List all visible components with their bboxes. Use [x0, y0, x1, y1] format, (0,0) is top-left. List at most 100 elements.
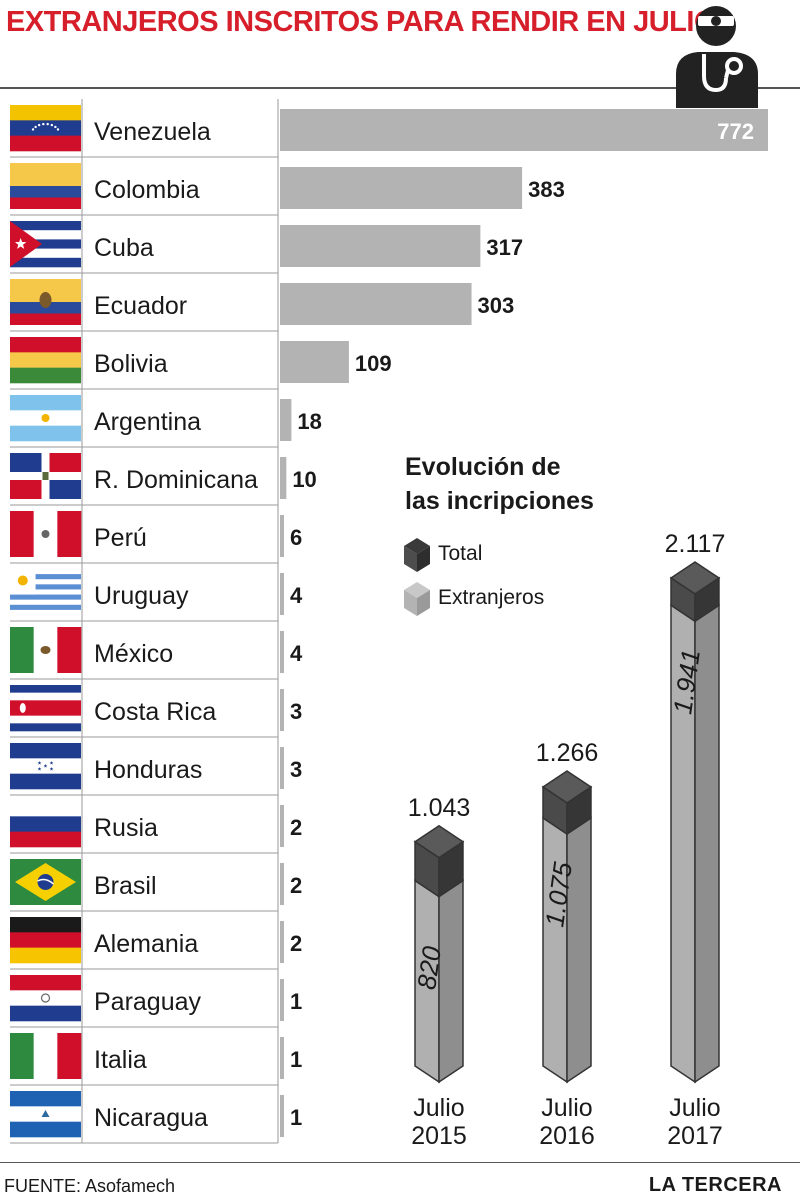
country-bar — [280, 283, 472, 325]
chart-row: Nicaragua 1 — [10, 1085, 302, 1144]
country-label: México — [94, 640, 173, 668]
country-label: Rusia — [94, 814, 158, 842]
chart-row: Argentina 18 — [10, 389, 322, 448]
title-divider — [0, 87, 800, 89]
total-side-face — [566, 785, 592, 836]
extranjeros-side-face — [438, 879, 464, 1084]
chart-row: Costa Rica 3 — [10, 679, 302, 738]
category-label-line1: Julio — [669, 1094, 720, 1122]
country-bar — [280, 1095, 284, 1137]
extranjeros-front-face — [542, 816, 568, 1084]
country-bar — [280, 341, 349, 383]
country-label: Bolivia — [94, 350, 168, 378]
bar-value-label: 2 — [290, 815, 302, 840]
evolution-title-line2: las incripciones — [405, 487, 594, 515]
bar-value-label: 6 — [290, 525, 302, 550]
legend-label-total: Total — [438, 542, 483, 565]
country-bar — [280, 399, 292, 441]
total-value-label: 1.043 — [408, 794, 471, 822]
peru-flag-icon — [10, 511, 82, 557]
bar-value-label: 1 — [290, 1047, 302, 1072]
bar-value-label: 3 — [290, 757, 302, 782]
chart-row: Italia 1 — [10, 1027, 302, 1086]
country-label: Alemania — [94, 930, 198, 958]
bar-value-label: 1 — [290, 989, 302, 1014]
source-note: FUENTE: Asofamech — [4, 1176, 176, 1196]
bar-value-label: 3 — [290, 699, 302, 724]
chart-row: R. Dominicana 10 — [10, 447, 317, 506]
total-side-face — [694, 576, 720, 623]
mexico-flag-icon — [10, 627, 82, 673]
country-bar — [280, 573, 284, 615]
country-bar — [280, 747, 284, 789]
country-label: Ecuador — [94, 292, 187, 320]
chart-row: México 4 — [10, 621, 303, 680]
evolution-title-line1: Evolución de — [405, 453, 561, 481]
country-label: Uruguay — [94, 582, 189, 610]
country-label: Paraguay — [94, 988, 202, 1016]
country-label: Italia — [94, 1046, 147, 1074]
dominican-republic-flag-icon — [10, 453, 81, 499]
country-bar — [280, 689, 284, 731]
category-label-line2: 2016 — [539, 1122, 595, 1150]
paraguay-flag-icon — [10, 975, 81, 1022]
country-bar — [280, 1037, 284, 1079]
bar-value-label: 10 — [292, 467, 316, 492]
italy-flag-icon — [10, 1033, 82, 1079]
chart-row: Alemania 2 — [10, 911, 302, 970]
total-value-label: 1.266 — [536, 739, 599, 767]
country-label: Cuba — [94, 234, 154, 262]
bar-value-label: 317 — [486, 235, 523, 260]
bar-value-label: 4 — [290, 583, 303, 608]
category-label-line1: Julio — [413, 1094, 464, 1122]
country-bar — [280, 979, 284, 1021]
country-bar — [280, 109, 768, 151]
legend-label-extranjeros: Extranjeros — [438, 586, 545, 609]
brazil-flag-icon — [10, 859, 81, 905]
country-bar — [280, 225, 481, 267]
bar-value-label: 772 — [717, 119, 754, 144]
venezuela-flag-icon — [10, 105, 81, 152]
total-side-face — [438, 840, 464, 898]
chart-row: Rusia 2 — [10, 795, 302, 854]
country-bar — [280, 805, 284, 847]
bar-value-label: 2 — [290, 931, 302, 956]
chart-title: EXTRANJEROS INSCRITOS PARA RENDIR EN JUL… — [6, 6, 717, 38]
country-label: Brasil — [94, 872, 157, 900]
chart-row: Perú 6 — [10, 505, 302, 564]
legend-item-extranjeros: Extranjeros — [402, 580, 544, 623]
bar-value-label: 1 — [290, 1105, 302, 1130]
extranjeros-cube-icon — [404, 582, 430, 616]
category-label-line2: 2015 — [411, 1122, 467, 1150]
country-label: Nicaragua — [94, 1104, 208, 1132]
country-bar — [280, 457, 287, 499]
total-cube-icon — [404, 538, 430, 572]
extranjeros-side-face — [566, 816, 592, 1084]
chart-row: Colombia 383 — [10, 157, 565, 216]
country-label: Colombia — [94, 176, 200, 204]
evolution-title: Evolución de las incripciones — [405, 450, 635, 518]
bar-value-label: 383 — [528, 177, 565, 202]
nicaragua-flag-icon — [10, 1091, 81, 1138]
ecuador-flag-icon — [10, 279, 81, 325]
colombia-flag-icon — [10, 163, 81, 209]
country-label: Argentina — [94, 408, 201, 436]
bar-value-label: 109 — [355, 351, 392, 376]
country-label: Perú — [94, 524, 147, 552]
bar-value-label: 18 — [297, 409, 321, 434]
country-label: Venezuela — [94, 118, 211, 146]
chart-row: Uruguay 4 — [10, 563, 303, 622]
doctor-stethoscope-icon — [676, 6, 758, 108]
russia-flag-icon — [10, 801, 81, 848]
brand-logo: LA TERCERA — [648, 1174, 782, 1196]
footer-divider — [0, 1162, 800, 1163]
chart-row: Brasil 2 — [10, 853, 302, 912]
costa-rica-flag-icon — [10, 685, 81, 732]
country-bar — [280, 631, 284, 673]
category-label-line2: 2017 — [667, 1122, 723, 1150]
country-bar — [280, 921, 284, 963]
category-label-line1: Julio — [541, 1094, 592, 1122]
country-bar-chart: Venezuela 772 Colombia 383 Cuba 317 Ecuador 303… — [10, 99, 768, 1150]
